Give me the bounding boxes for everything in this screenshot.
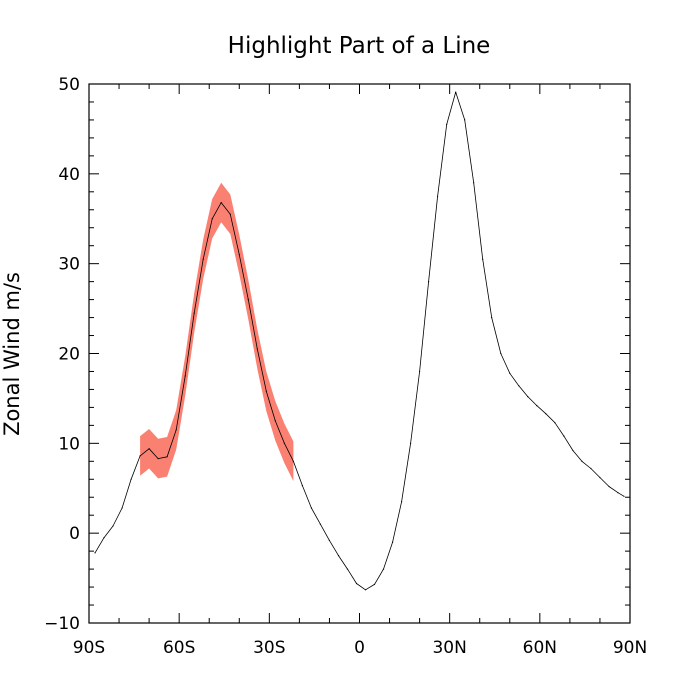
- data-point: [184, 375, 186, 377]
- data-point: [130, 478, 132, 480]
- data-point: [247, 299, 249, 301]
- y-tick-label: 20: [58, 345, 80, 365]
- data-point: [256, 348, 258, 350]
- data-point: [491, 317, 493, 319]
- data-point: [355, 582, 358, 585]
- data-point: [581, 460, 583, 462]
- data-point: [410, 442, 412, 444]
- data-point: [337, 555, 340, 557]
- data-point: [175, 429, 177, 431]
- data-point: [121, 507, 123, 509]
- x-tick-label: 90N: [613, 638, 647, 658]
- data-point: [623, 495, 625, 497]
- data-point: [545, 413, 547, 415]
- y-tick-label: 10: [58, 434, 80, 454]
- data-point: [608, 485, 610, 488]
- data-point: [202, 258, 204, 260]
- y-tick-label: 40: [58, 165, 80, 185]
- data-point: [373, 583, 376, 586]
- y-tick-label: 30: [58, 255, 80, 275]
- data-point: [328, 539, 330, 542]
- x-tick-label: 30N: [432, 638, 466, 658]
- tick-labels: 90S 60S 30S 0 30N 60N 90N −10 0 10 20 30 40 50: [44, 75, 647, 658]
- data-point: [364, 589, 367, 591]
- data-point: [310, 507, 312, 509]
- data-point: [103, 537, 105, 539]
- data-point: [428, 281, 430, 283]
- data-point: [112, 525, 114, 527]
- data-point: [419, 370, 421, 373]
- data-point: [193, 312, 195, 314]
- y-axis-label: Zonal Wind m/s: [0, 272, 24, 436]
- data-point: [563, 435, 565, 437]
- highlight-band-layer: [140, 182, 294, 482]
- data-point: [482, 258, 484, 260]
- data-point: [94, 552, 96, 554]
- data-point: [401, 501, 403, 503]
- y-tick-label: 0: [69, 524, 80, 544]
- data-point: [473, 182, 475, 184]
- data-point: [572, 449, 574, 452]
- y-tick-label: 50: [58, 75, 80, 95]
- y-tick-label: −10: [44, 614, 80, 634]
- data-point: [319, 523, 321, 525]
- data-point: [157, 458, 159, 460]
- x-tick-label: 30S: [253, 638, 285, 658]
- data-point: [392, 541, 394, 543]
- data-point: [382, 568, 385, 570]
- data-point: [211, 218, 213, 220]
- data-point: [617, 492, 619, 494]
- data-point: [265, 390, 267, 392]
- data-point: [518, 385, 520, 387]
- data-point: [229, 213, 231, 215]
- tick-marks: [88, 83, 631, 624]
- data-point: [220, 202, 222, 204]
- zonal-wind-line: [94, 91, 625, 591]
- data-point: [446, 123, 448, 125]
- plot-frame: [88, 83, 631, 624]
- data-point: [238, 254, 240, 256]
- data-point: [509, 372, 511, 374]
- data-point: [274, 420, 276, 422]
- x-tick-label: 90S: [73, 638, 105, 658]
- x-tick-label: 0: [354, 638, 365, 658]
- data-point: [590, 467, 592, 470]
- x-tick-label: 60N: [523, 638, 557, 658]
- data-point: [527, 396, 529, 398]
- data-point: [346, 568, 349, 570]
- x-tick-label: 60S: [163, 638, 195, 658]
- data-point: [148, 448, 150, 450]
- data-point: [283, 442, 285, 444]
- data-point: [464, 119, 466, 121]
- data-point: [554, 422, 556, 424]
- data-point: [301, 485, 303, 487]
- data-point: [292, 460, 294, 462]
- data-line-layer: [94, 91, 625, 591]
- data-point: [139, 455, 141, 457]
- data-point: [599, 476, 601, 479]
- data-point: [500, 352, 502, 355]
- data-point: [437, 195, 439, 197]
- data-point: [455, 91, 457, 93]
- data-point: [166, 456, 168, 458]
- chart-title: Highlight Part of a Line: [228, 33, 491, 59]
- data-point: [536, 405, 538, 407]
- highlight-band: [140, 182, 294, 482]
